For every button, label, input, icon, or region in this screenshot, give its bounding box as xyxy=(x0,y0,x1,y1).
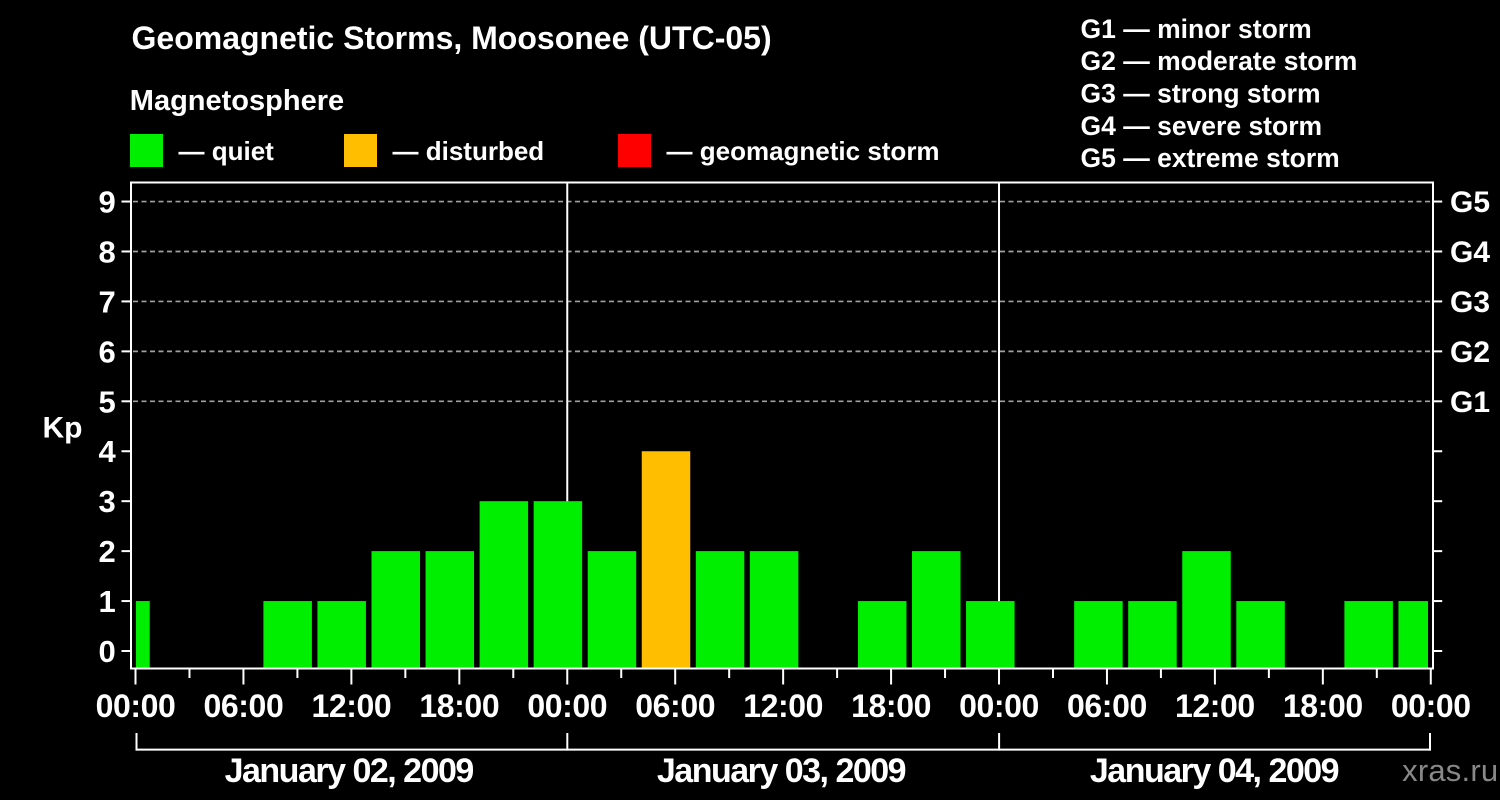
svg-text:00:00: 00:00 xyxy=(96,688,176,724)
svg-text:January 04, 2009: January 04, 2009 xyxy=(1090,752,1339,790)
svg-text:06:00: 06:00 xyxy=(1067,688,1147,724)
svg-text:00:00: 00:00 xyxy=(959,688,1039,724)
svg-text:G2 — moderate storm: G2 — moderate storm xyxy=(1081,46,1358,76)
svg-text:18:00: 18:00 xyxy=(851,688,931,724)
svg-text:3: 3 xyxy=(99,484,116,519)
svg-text:00:00: 00:00 xyxy=(1391,688,1471,724)
svg-text:06:00: 06:00 xyxy=(635,688,715,724)
svg-text:12:00: 12:00 xyxy=(311,688,391,724)
svg-text:1: 1 xyxy=(99,584,116,619)
svg-text:8: 8 xyxy=(99,234,116,269)
svg-text:G3 — strong storm: G3 — strong storm xyxy=(1081,79,1321,109)
svg-text:— disturbed: — disturbed xyxy=(393,136,545,166)
svg-text:7: 7 xyxy=(99,284,116,319)
svg-text:5: 5 xyxy=(99,384,116,419)
svg-text:0: 0 xyxy=(99,634,116,669)
svg-text:— quiet: — quiet xyxy=(179,136,275,166)
svg-text:G4 — severe storm: G4 — severe storm xyxy=(1081,111,1323,141)
svg-text:G1: G1 xyxy=(1450,386,1490,419)
svg-text:G1 — minor storm: G1 — minor storm xyxy=(1081,14,1312,44)
svg-text:12:00: 12:00 xyxy=(1175,688,1255,724)
svg-text:G4: G4 xyxy=(1450,236,1490,269)
svg-text:January 02, 2009: January 02, 2009 xyxy=(225,752,474,790)
svg-text:6: 6 xyxy=(99,334,116,369)
svg-text:Magnetosphere: Magnetosphere xyxy=(130,85,344,117)
svg-text:2: 2 xyxy=(99,534,116,569)
svg-text:18:00: 18:00 xyxy=(419,688,499,724)
svg-text:9: 9 xyxy=(99,185,116,220)
svg-text:G3: G3 xyxy=(1450,286,1490,319)
svg-text:12:00: 12:00 xyxy=(743,688,823,724)
svg-text:06:00: 06:00 xyxy=(204,688,284,724)
svg-text:Kp: Kp xyxy=(43,412,83,445)
svg-text:00:00: 00:00 xyxy=(527,688,607,724)
svg-text:G2: G2 xyxy=(1450,336,1490,369)
svg-text:18:00: 18:00 xyxy=(1283,688,1363,724)
svg-text:Geomagnetic Storms, Moosonee (: Geomagnetic Storms, Moosonee (UTC-05) xyxy=(132,20,772,56)
svg-text:4: 4 xyxy=(99,434,117,469)
svg-text:— geomagnetic storm: — geomagnetic storm xyxy=(667,136,940,166)
svg-text:January 03, 2009: January 03, 2009 xyxy=(657,752,906,790)
svg-text:G5: G5 xyxy=(1450,186,1490,219)
svg-text:xras.ru: xras.ru xyxy=(1402,753,1498,788)
svg-text:G5 — extreme storm: G5 — extreme storm xyxy=(1081,143,1340,173)
